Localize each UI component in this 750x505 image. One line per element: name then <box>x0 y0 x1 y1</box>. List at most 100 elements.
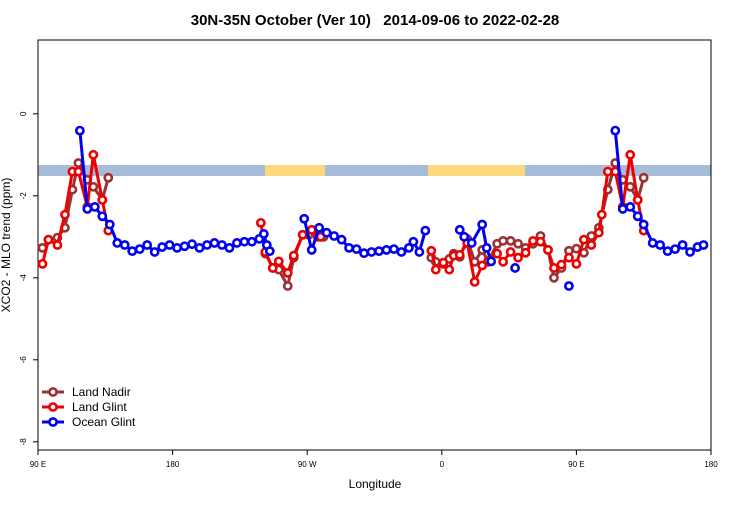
data-point <box>209 238 220 248</box>
data-point <box>556 259 567 270</box>
data-point <box>528 235 538 246</box>
data-point <box>321 227 332 238</box>
x-tick-label: 180 <box>166 460 180 469</box>
y-tick-label: 0 <box>19 111 28 116</box>
data-point <box>513 252 523 263</box>
data-point <box>477 219 488 230</box>
data-point <box>638 219 649 230</box>
legend-label: Land Nadir <box>72 385 131 399</box>
data-point <box>374 246 384 257</box>
data-point <box>662 246 673 257</box>
data-point <box>119 240 130 250</box>
data-point <box>586 240 597 250</box>
data-point <box>149 247 160 257</box>
data-point <box>89 201 100 212</box>
data-point <box>426 245 437 256</box>
data-point <box>359 248 369 259</box>
x-tick-label: 90 E <box>30 460 46 469</box>
data-point <box>74 125 85 136</box>
data-point <box>638 172 649 183</box>
data-point <box>492 248 503 259</box>
data-point <box>112 238 123 248</box>
y-tick-label: -6 <box>19 356 28 364</box>
data-point <box>267 263 278 273</box>
data-point <box>454 249 465 260</box>
plot-frame <box>37 39 712 451</box>
data-point <box>632 211 643 222</box>
data-point <box>610 125 621 136</box>
data-point <box>52 240 63 250</box>
data-point <box>564 281 574 291</box>
y-tick-label: -8 <box>19 438 28 446</box>
data-point <box>403 242 414 253</box>
data-point <box>670 244 681 254</box>
data-point <box>306 245 317 255</box>
data-point <box>543 245 553 255</box>
legend-swatch-marker <box>48 417 58 427</box>
data-point <box>104 219 115 230</box>
data-point <box>469 276 480 287</box>
data-point <box>486 256 497 267</box>
data-point <box>97 194 108 205</box>
data-point <box>498 256 509 267</box>
data-point <box>578 234 589 245</box>
data-point <box>258 229 269 239</box>
data-point <box>466 238 477 248</box>
data-point <box>194 242 205 253</box>
y-tick-label: -2 <box>19 192 28 200</box>
y-tick-label: -4 <box>19 274 28 282</box>
data-point <box>564 252 574 263</box>
data-point <box>481 242 492 253</box>
data-point <box>586 231 597 241</box>
legend-label: Ocean Glint <box>72 415 136 429</box>
data-point <box>134 244 145 254</box>
data-point <box>677 240 688 250</box>
data-point <box>60 209 70 220</box>
data-point <box>593 227 604 238</box>
ocean-strip <box>38 165 711 176</box>
data-point <box>299 213 310 224</box>
data-point <box>381 245 392 255</box>
data-point <box>232 238 242 248</box>
data-point <box>617 204 628 214</box>
data-point <box>459 231 470 242</box>
data-point <box>535 236 546 247</box>
data-point <box>73 158 84 168</box>
data-point <box>520 247 531 258</box>
data-point <box>239 236 250 247</box>
data-point <box>351 244 362 254</box>
data-point <box>632 194 643 205</box>
data-point <box>97 211 108 222</box>
data-point <box>142 240 153 250</box>
data-point <box>88 149 99 160</box>
data-point <box>420 225 431 236</box>
x-axis-label: Longitude <box>349 477 402 491</box>
data-point <box>510 263 520 273</box>
x-tick-label: 180 <box>704 460 718 469</box>
data-point <box>477 260 488 271</box>
data-point <box>202 240 212 250</box>
data-point <box>655 240 666 250</box>
data-point <box>187 239 197 250</box>
data-point <box>224 242 235 253</box>
data-point <box>685 247 695 257</box>
data-point <box>513 238 523 249</box>
data-point <box>82 204 93 214</box>
data-point <box>366 247 377 257</box>
data-point <box>549 272 559 283</box>
land-strip <box>265 165 325 176</box>
data-point <box>282 267 293 278</box>
data-point <box>172 242 182 253</box>
data-point <box>264 246 275 257</box>
data-point <box>157 242 168 252</box>
data-point <box>438 257 449 268</box>
data-point <box>179 241 190 252</box>
data-point <box>164 240 175 250</box>
data-point <box>505 247 516 257</box>
chart-title: 30N-35N October (Ver 10) 2014-09-06 to 2… <box>191 12 560 29</box>
data-point <box>389 244 399 254</box>
data-point <box>444 264 455 275</box>
data-point <box>282 281 293 291</box>
data-point <box>37 258 48 269</box>
